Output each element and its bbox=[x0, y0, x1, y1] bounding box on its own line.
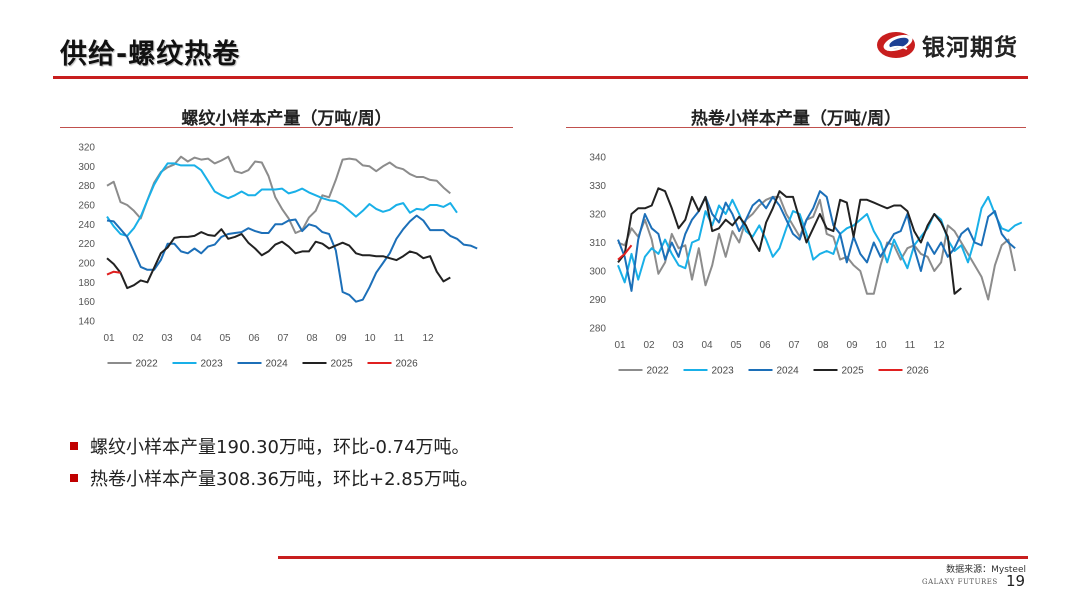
hrc-chart-title-rule bbox=[566, 127, 1026, 128]
page-number: 19 bbox=[1006, 572, 1026, 590]
legend-label: 2024 bbox=[266, 359, 289, 370]
x-tick-label: 08 bbox=[817, 340, 829, 351]
x-tick-label: 01 bbox=[103, 333, 115, 344]
series-line-2023 bbox=[617, 195, 1023, 284]
series-line-2026 bbox=[617, 244, 633, 261]
x-tick-label: 09 bbox=[846, 340, 858, 351]
bullet-square-icon bbox=[70, 474, 78, 482]
series-line-2024 bbox=[106, 214, 478, 303]
series-line-2024 bbox=[617, 190, 1016, 292]
x-tick-label: 04 bbox=[190, 333, 202, 344]
y-tick-label: 220 bbox=[78, 239, 95, 250]
x-tick-label: 07 bbox=[788, 340, 800, 351]
legend-label: 2022 bbox=[136, 359, 159, 370]
x-tick-label: 11 bbox=[394, 333, 405, 344]
legend-label: 2023 bbox=[712, 366, 735, 377]
legend-label: 2025 bbox=[331, 359, 354, 370]
logo: 银河期货 bbox=[876, 28, 1018, 62]
y-tick-label: 340 bbox=[589, 153, 606, 164]
logo-text: 银河期货 bbox=[922, 35, 1018, 61]
x-tick-label: 10 bbox=[875, 340, 887, 351]
x-tick-label: 02 bbox=[132, 333, 144, 344]
x-tick-label: 03 bbox=[672, 340, 684, 351]
legend-label: 2024 bbox=[777, 366, 800, 377]
y-tick-label: 200 bbox=[78, 259, 95, 270]
y-tick-label: 300 bbox=[78, 162, 95, 173]
y-tick-label: 320 bbox=[589, 210, 606, 221]
legend-label: 2026 bbox=[907, 366, 930, 377]
x-tick-label: 02 bbox=[643, 340, 655, 351]
series-line-2026 bbox=[106, 270, 121, 276]
x-tick-label: 03 bbox=[161, 333, 173, 344]
x-tick-label: 04 bbox=[701, 340, 713, 351]
rebar-chart-title: 螺纹小样本产量（万吨/周） bbox=[181, 109, 392, 129]
bullet-item: 热卷小样本产量308.36万吨，环比+2.85万吨。 bbox=[70, 462, 478, 494]
y-tick-label: 330 bbox=[589, 181, 606, 192]
page-title: 供给-螺纹热卷 bbox=[60, 39, 241, 70]
x-tick-label: 07 bbox=[277, 333, 289, 344]
rebar-production-chart: 140 160 180 200 220 240 260 280 300 320 01 02 03 04 05… bbox=[78, 143, 478, 370]
footer-divider bbox=[278, 556, 1028, 559]
y-tick-label: 300 bbox=[589, 267, 606, 278]
series-line-2022 bbox=[617, 195, 1017, 301]
y-tick-label: 260 bbox=[78, 201, 95, 212]
footer-brand: GALAXY FUTURES bbox=[922, 578, 998, 586]
hrc-chart-title: 热卷小样本产量（万吨/周） bbox=[690, 109, 902, 129]
x-tick-label: 06 bbox=[248, 333, 260, 344]
x-tick-label: 12 bbox=[422, 333, 434, 344]
bullet-item: 螺纹小样本产量190.30万吨，环比-0.74万吨。 bbox=[70, 430, 478, 462]
x-tick-label: 06 bbox=[759, 340, 771, 351]
y-tick-label: 160 bbox=[78, 297, 95, 308]
x-tick-label: 09 bbox=[335, 333, 347, 344]
data-source: 数据来源：Mysteel bbox=[946, 565, 1026, 575]
rebar-chart-title-rule bbox=[60, 127, 513, 128]
header-divider bbox=[53, 76, 1028, 79]
legend-label: 2023 bbox=[201, 359, 224, 370]
x-tick-label: 12 bbox=[933, 340, 945, 351]
legend-label: 2025 bbox=[842, 366, 865, 377]
x-tick-label: 05 bbox=[219, 333, 231, 344]
bullet-square-icon bbox=[70, 442, 78, 450]
series-line-2022 bbox=[106, 155, 451, 234]
x-tick-label: 11 bbox=[905, 340, 916, 351]
x-tick-label: 10 bbox=[364, 333, 376, 344]
y-tick-label: 290 bbox=[589, 295, 606, 306]
summary-bullets: 螺纹小样本产量190.30万吨，环比-0.74万吨。 热卷小样本产量308.36… bbox=[70, 430, 478, 494]
bullet-text-rebar: 螺纹小样本产量190.30万吨，环比-0.74万吨。 bbox=[90, 437, 470, 458]
x-tick-label: 08 bbox=[306, 333, 318, 344]
y-tick-label: 280 bbox=[78, 181, 95, 192]
y-tick-label: 320 bbox=[78, 143, 95, 154]
legend-label: 2022 bbox=[647, 366, 670, 377]
series-line-2025 bbox=[617, 187, 962, 295]
hrc-production-chart: 280 290 300 310 320 330 340 01 02 03 04 05 06 07 08 09 1… bbox=[589, 153, 1023, 377]
y-tick-label: 140 bbox=[78, 317, 95, 328]
x-tick-label: 01 bbox=[614, 340, 626, 351]
y-tick-label: 280 bbox=[589, 324, 606, 335]
x-tick-label: 05 bbox=[730, 340, 742, 351]
y-tick-label: 310 bbox=[589, 238, 606, 249]
legend-label: 2026 bbox=[396, 359, 419, 370]
bullet-text-hrc: 热卷小样本产量308.36万吨，环比+2.85万吨。 bbox=[90, 469, 479, 490]
series-line-2023 bbox=[106, 162, 458, 237]
series-line-2025 bbox=[106, 228, 451, 290]
galaxy-logo-icon bbox=[877, 32, 915, 58]
y-tick-label: 240 bbox=[78, 220, 95, 231]
y-tick-label: 180 bbox=[78, 278, 95, 289]
